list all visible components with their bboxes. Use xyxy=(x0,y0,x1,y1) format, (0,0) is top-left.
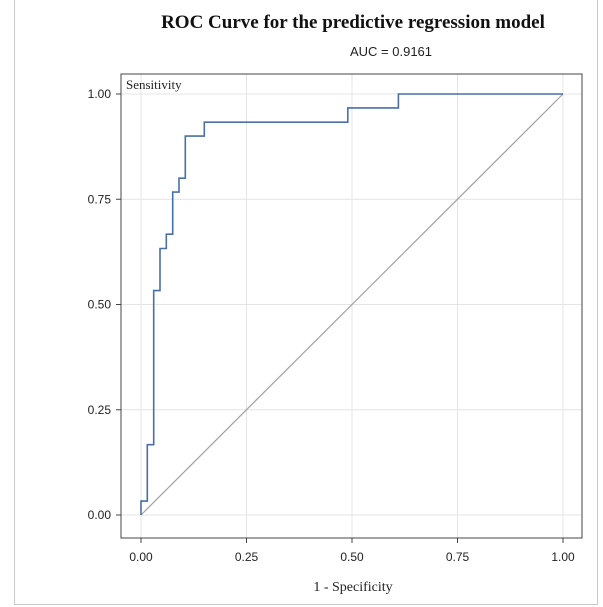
chart-frame xyxy=(14,0,598,605)
x-tick-label: 0.00 xyxy=(129,550,153,564)
y-tick-label: 0.75 xyxy=(88,192,112,206)
x-axis-ticks: 0.00 0.25 0.50 0.75 1.00 xyxy=(129,538,575,564)
y-tick-label: 0.00 xyxy=(88,508,112,522)
x-tick-label: 0.25 xyxy=(235,550,259,564)
chart-title: ROC Curve for the predictive regression … xyxy=(161,12,545,33)
y-axis-ticks: 0.00 0.25 0.50 0.75 1.00 xyxy=(88,87,121,522)
chart-subtitle: AUC = 0.9161 xyxy=(350,44,432,59)
series-group xyxy=(140,93,564,516)
y-tick-label: 1.00 xyxy=(88,87,112,101)
reference-diagonal-line xyxy=(140,93,564,516)
y-axis-label: Sensitivity xyxy=(126,77,182,92)
x-tick-label: 1.00 xyxy=(551,550,575,564)
x-tick-label: 0.50 xyxy=(340,550,364,564)
y-tick-label: 0.25 xyxy=(88,403,112,417)
x-axis-label: 1 - Specificity xyxy=(313,580,392,595)
roc-curve-line xyxy=(140,93,563,515)
y-tick-label: 0.50 xyxy=(88,298,112,312)
x-tick-label: 0.75 xyxy=(446,550,470,564)
